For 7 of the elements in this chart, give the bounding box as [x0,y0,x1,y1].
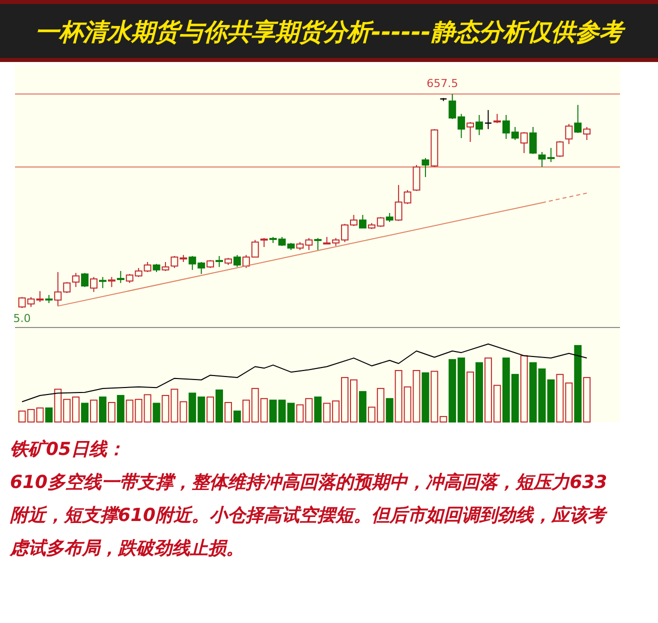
text: 附近，短支撑610附近。小仓择高试空摆短。但后市如回调到劲线，应该考 [9,505,609,526]
text: 5.0 [13,312,31,325]
text: 铁矿05日线： [10,439,126,460]
text: 657.5 [426,77,458,90]
chart-title: 一杯清水期货与你共享期货分析------静态分析仅供参考 [35,18,626,46]
text: 610多空线一带支撑，整体维持冲高回落的预期中，冲高回落，短压力633 [10,472,608,493]
text: 虑试多布局，跌破劲线止损。 [9,538,244,559]
